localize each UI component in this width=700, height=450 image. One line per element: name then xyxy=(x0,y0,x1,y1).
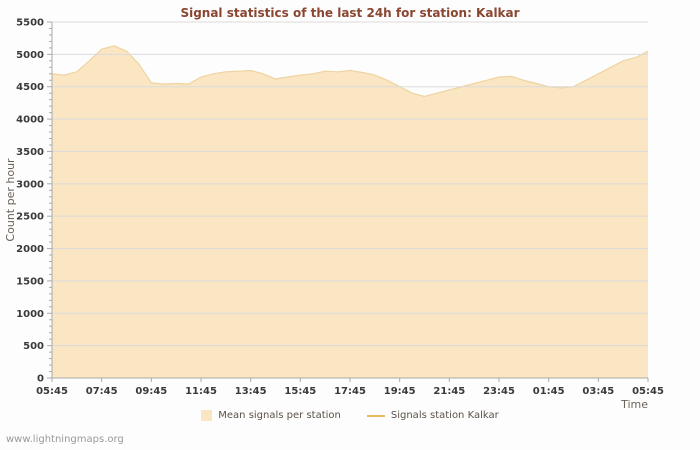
x-tick-label: 05:45 xyxy=(36,386,68,397)
x-tick-label: 17:45 xyxy=(334,386,366,397)
x-tick-label: 21:45 xyxy=(433,386,465,397)
x-tick-label: 03:45 xyxy=(582,386,614,397)
legend-label: Signals station Kalkar xyxy=(390,410,499,421)
y-tick-label: 5500 xyxy=(16,18,44,29)
y-tick-label: 4500 xyxy=(16,82,44,93)
y-tick-label: 500 xyxy=(23,341,44,352)
y-tick-label: 2500 xyxy=(16,212,44,223)
x-tick-label: 13:45 xyxy=(235,386,267,397)
x-tick-label: 19:45 xyxy=(384,386,416,397)
y-tick-label: 1500 xyxy=(16,276,44,287)
x-tick-label: 07:45 xyxy=(86,386,118,397)
y-tick-label: 3000 xyxy=(16,179,44,190)
chart-title: Signal statistics of the last 24h for st… xyxy=(180,6,520,20)
y-tick-label: 2000 xyxy=(16,244,44,255)
legend-item-mean-signals: Mean signals per station xyxy=(201,410,341,421)
x-axis-title: Time xyxy=(620,398,648,411)
y-tick-label: 0 xyxy=(37,374,44,385)
area-series-mean-signals xyxy=(52,45,648,379)
y-tick-label: 3500 xyxy=(16,147,44,158)
legend-area-swatch xyxy=(201,410,213,421)
legend-line-swatch xyxy=(366,414,385,417)
y-tick-label: 5000 xyxy=(16,50,44,61)
x-tick-label: 05:45 xyxy=(632,386,664,397)
x-tick-label: 23:45 xyxy=(483,386,515,397)
y-axis-title: Count per hour xyxy=(4,158,17,242)
x-tick-label: 01:45 xyxy=(533,386,565,397)
legend-label: Mean signals per station xyxy=(218,410,341,421)
y-tick-label: 4000 xyxy=(16,115,44,126)
x-tick-label: 15:45 xyxy=(284,386,316,397)
watermark: www.lightningmaps.org xyxy=(6,434,124,445)
x-tick-label: 09:45 xyxy=(135,386,167,397)
legend-item-station-kalkar: Signals station Kalkar xyxy=(366,410,499,421)
x-tick-label: 11:45 xyxy=(185,386,217,397)
y-tick-label: 1000 xyxy=(16,309,44,320)
legend: Mean signals per station Signals station … xyxy=(0,410,700,421)
